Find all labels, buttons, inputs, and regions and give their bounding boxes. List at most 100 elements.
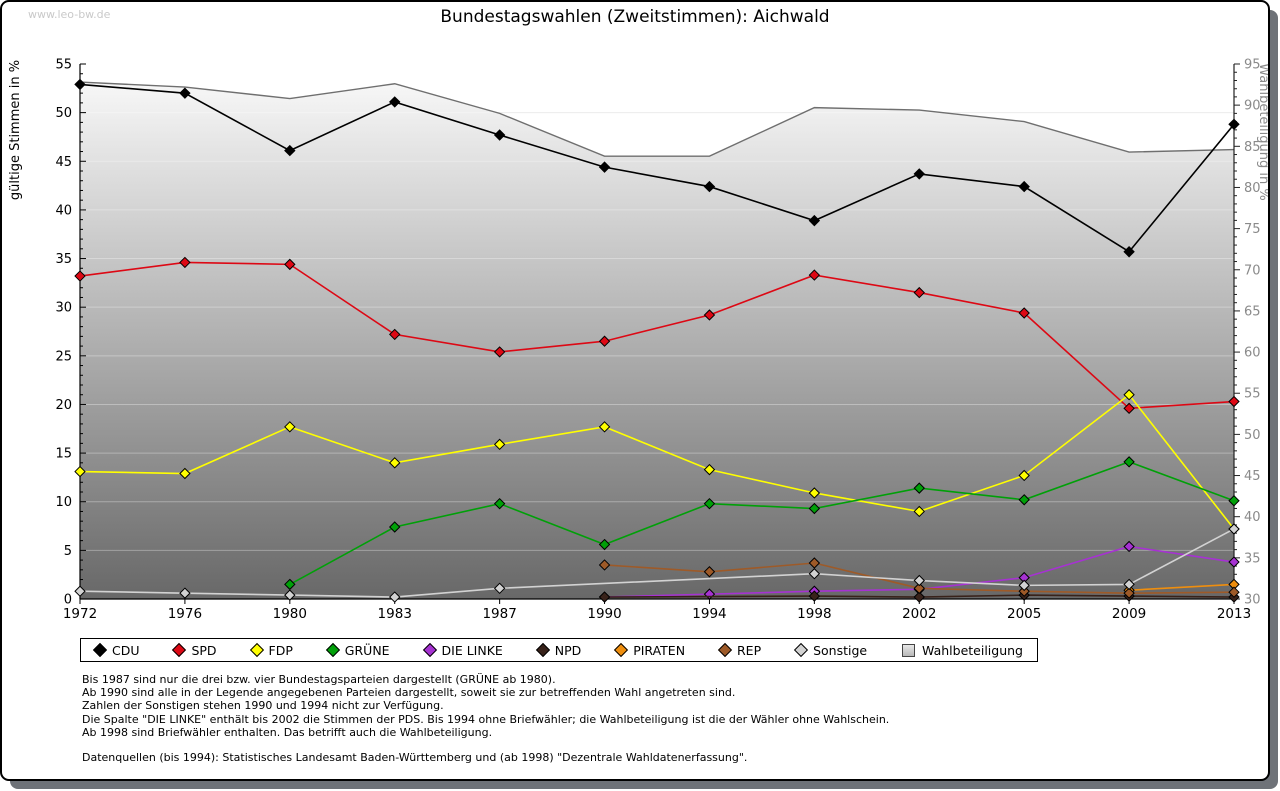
data-point-marker (1228, 495, 1240, 507)
right-tick-label: 75 (1244, 222, 1261, 237)
legend-diamond-icon (422, 642, 437, 658)
x-tick-label: 1976 (168, 606, 202, 622)
data-point-marker (389, 96, 401, 108)
legend-item-fdp: FDP (249, 642, 293, 658)
legend-label: GRÜNE (344, 642, 390, 658)
data-point-marker (598, 591, 611, 603)
legend-label: CDU (112, 642, 140, 658)
left-tick-label: 35 (55, 252, 72, 267)
legend-label: REP (737, 642, 762, 658)
note-line: Zahlen der Sonstigen stehen 1990 und 199… (82, 699, 444, 713)
left-tick-label: 5 (64, 544, 72, 559)
x-tick-label: 1987 (482, 606, 516, 622)
chart-title: Bundestagswahlen (Zweitstimmen): Aichwal… (440, 7, 830, 27)
series-sonstige (74, 523, 1240, 603)
data-point-marker (808, 568, 821, 580)
left-tick-label: 55 (55, 58, 72, 73)
legend-label: SPD (191, 642, 217, 658)
series-line (289, 460, 1235, 586)
data-point-marker (1018, 579, 1030, 592)
note-line: Ab 1990 sind alle in der Legende angegeb… (82, 686, 736, 700)
legend-item-sonstige: Sonstige (793, 642, 867, 658)
legend-label: Wahlbeteiligung (922, 642, 1023, 658)
left-tick-label: 10 (55, 495, 72, 510)
data-point-marker (389, 591, 401, 603)
data-point-marker (808, 214, 821, 227)
data-point-marker (913, 582, 925, 595)
legend-diamond-icon (793, 642, 809, 658)
legend-diamond-icon (249, 642, 264, 658)
watermark: www.leo-bw.de (28, 8, 111, 21)
data-point-marker (1228, 395, 1240, 408)
chart: 0 5 10 15 20 25 30 35 40 45 50 55 30 35 40 45 50 55 60 65 70… (8, 58, 1268, 623)
data-point-marker (1228, 586, 1240, 598)
data-point-marker (598, 161, 611, 173)
x-tick-label: 1998 (797, 606, 831, 622)
left-tick-label: 40 (55, 203, 72, 218)
legend-item-cdu: CDU (92, 642, 140, 658)
x-tick-label: 2002 (902, 606, 936, 622)
data-point-marker (1123, 402, 1135, 415)
data-point-marker (1228, 523, 1240, 535)
series-cdu (74, 78, 1240, 258)
right-tick-label: 40 (1244, 510, 1261, 525)
left-tick-label: 25 (55, 349, 72, 364)
x-tick-label: 1972 (63, 606, 97, 622)
data-point-marker (703, 180, 716, 193)
chart-notes: Bis 1987 sind nur die drei bzw. vier Bun… (82, 673, 889, 739)
right-tick-label: 65 (1244, 304, 1261, 319)
data-point-marker (74, 465, 86, 478)
data-point-marker (1018, 585, 1030, 597)
data-point-marker (389, 328, 401, 341)
data-point-marker (389, 457, 401, 469)
right-tick-label: 50 (1244, 428, 1261, 443)
legend-diamond-icon (614, 642, 629, 658)
data-point-marker (598, 538, 611, 551)
data-point-marker (284, 144, 296, 157)
data-point-marker (1123, 389, 1135, 401)
data-point-marker (1123, 587, 1135, 599)
data-point-marker (808, 502, 821, 515)
series-spd (74, 256, 1240, 415)
right-tick-label: 70 (1244, 263, 1261, 278)
right-tick-label: 45 (1244, 469, 1261, 484)
legend-label: NPD (554, 642, 582, 658)
right-tick-label: 90 (1244, 99, 1261, 114)
data-point-marker (74, 78, 86, 91)
data-point-marker (1123, 246, 1135, 258)
data-point-marker (913, 574, 925, 587)
data-point-marker (179, 467, 191, 480)
legend-item-piraten: PIRATEN (614, 642, 685, 658)
data-point-marker (284, 258, 296, 271)
data-point-marker (598, 421, 611, 433)
x-tick-label: 1980 (273, 606, 307, 622)
legend-label: DIE LINKE (441, 642, 503, 658)
left-tick-label: 30 (55, 301, 72, 316)
right-tick-label: 80 (1244, 181, 1261, 196)
x-tick-label: 2005 (1007, 606, 1041, 622)
data-point-marker (1018, 469, 1030, 482)
data-point-marker (808, 487, 821, 499)
legend-diamond-icon (92, 642, 108, 658)
right-tick-label: 85 (1244, 140, 1261, 155)
x-tick-label: 1994 (692, 606, 726, 622)
data-point-marker (179, 587, 191, 599)
data-point-marker (1018, 307, 1030, 319)
data-point-marker (1228, 118, 1240, 131)
data-point-marker (598, 559, 611, 571)
turnout-area (80, 82, 1234, 600)
data-point-marker (1123, 578, 1135, 591)
data-point-marker (808, 269, 821, 281)
note-line: Ab 1998 sind Briefwähler enthalten. Das … (82, 725, 493, 739)
legend-item-die-linke: DIE LINKE (422, 642, 503, 658)
left-axis-title: gültige Stimmen in % (8, 60, 23, 200)
left-tick-label: 15 (55, 447, 72, 462)
series-line (79, 528, 1235, 598)
legend-label: FDP (268, 642, 293, 658)
data-point-marker (703, 497, 716, 510)
x-tick-label: 1983 (378, 606, 412, 622)
left-tick-label: 45 (55, 155, 72, 170)
data-point-marker (389, 521, 401, 533)
x-tick-label: 2013 (1217, 606, 1251, 622)
data-point-marker (179, 256, 191, 269)
